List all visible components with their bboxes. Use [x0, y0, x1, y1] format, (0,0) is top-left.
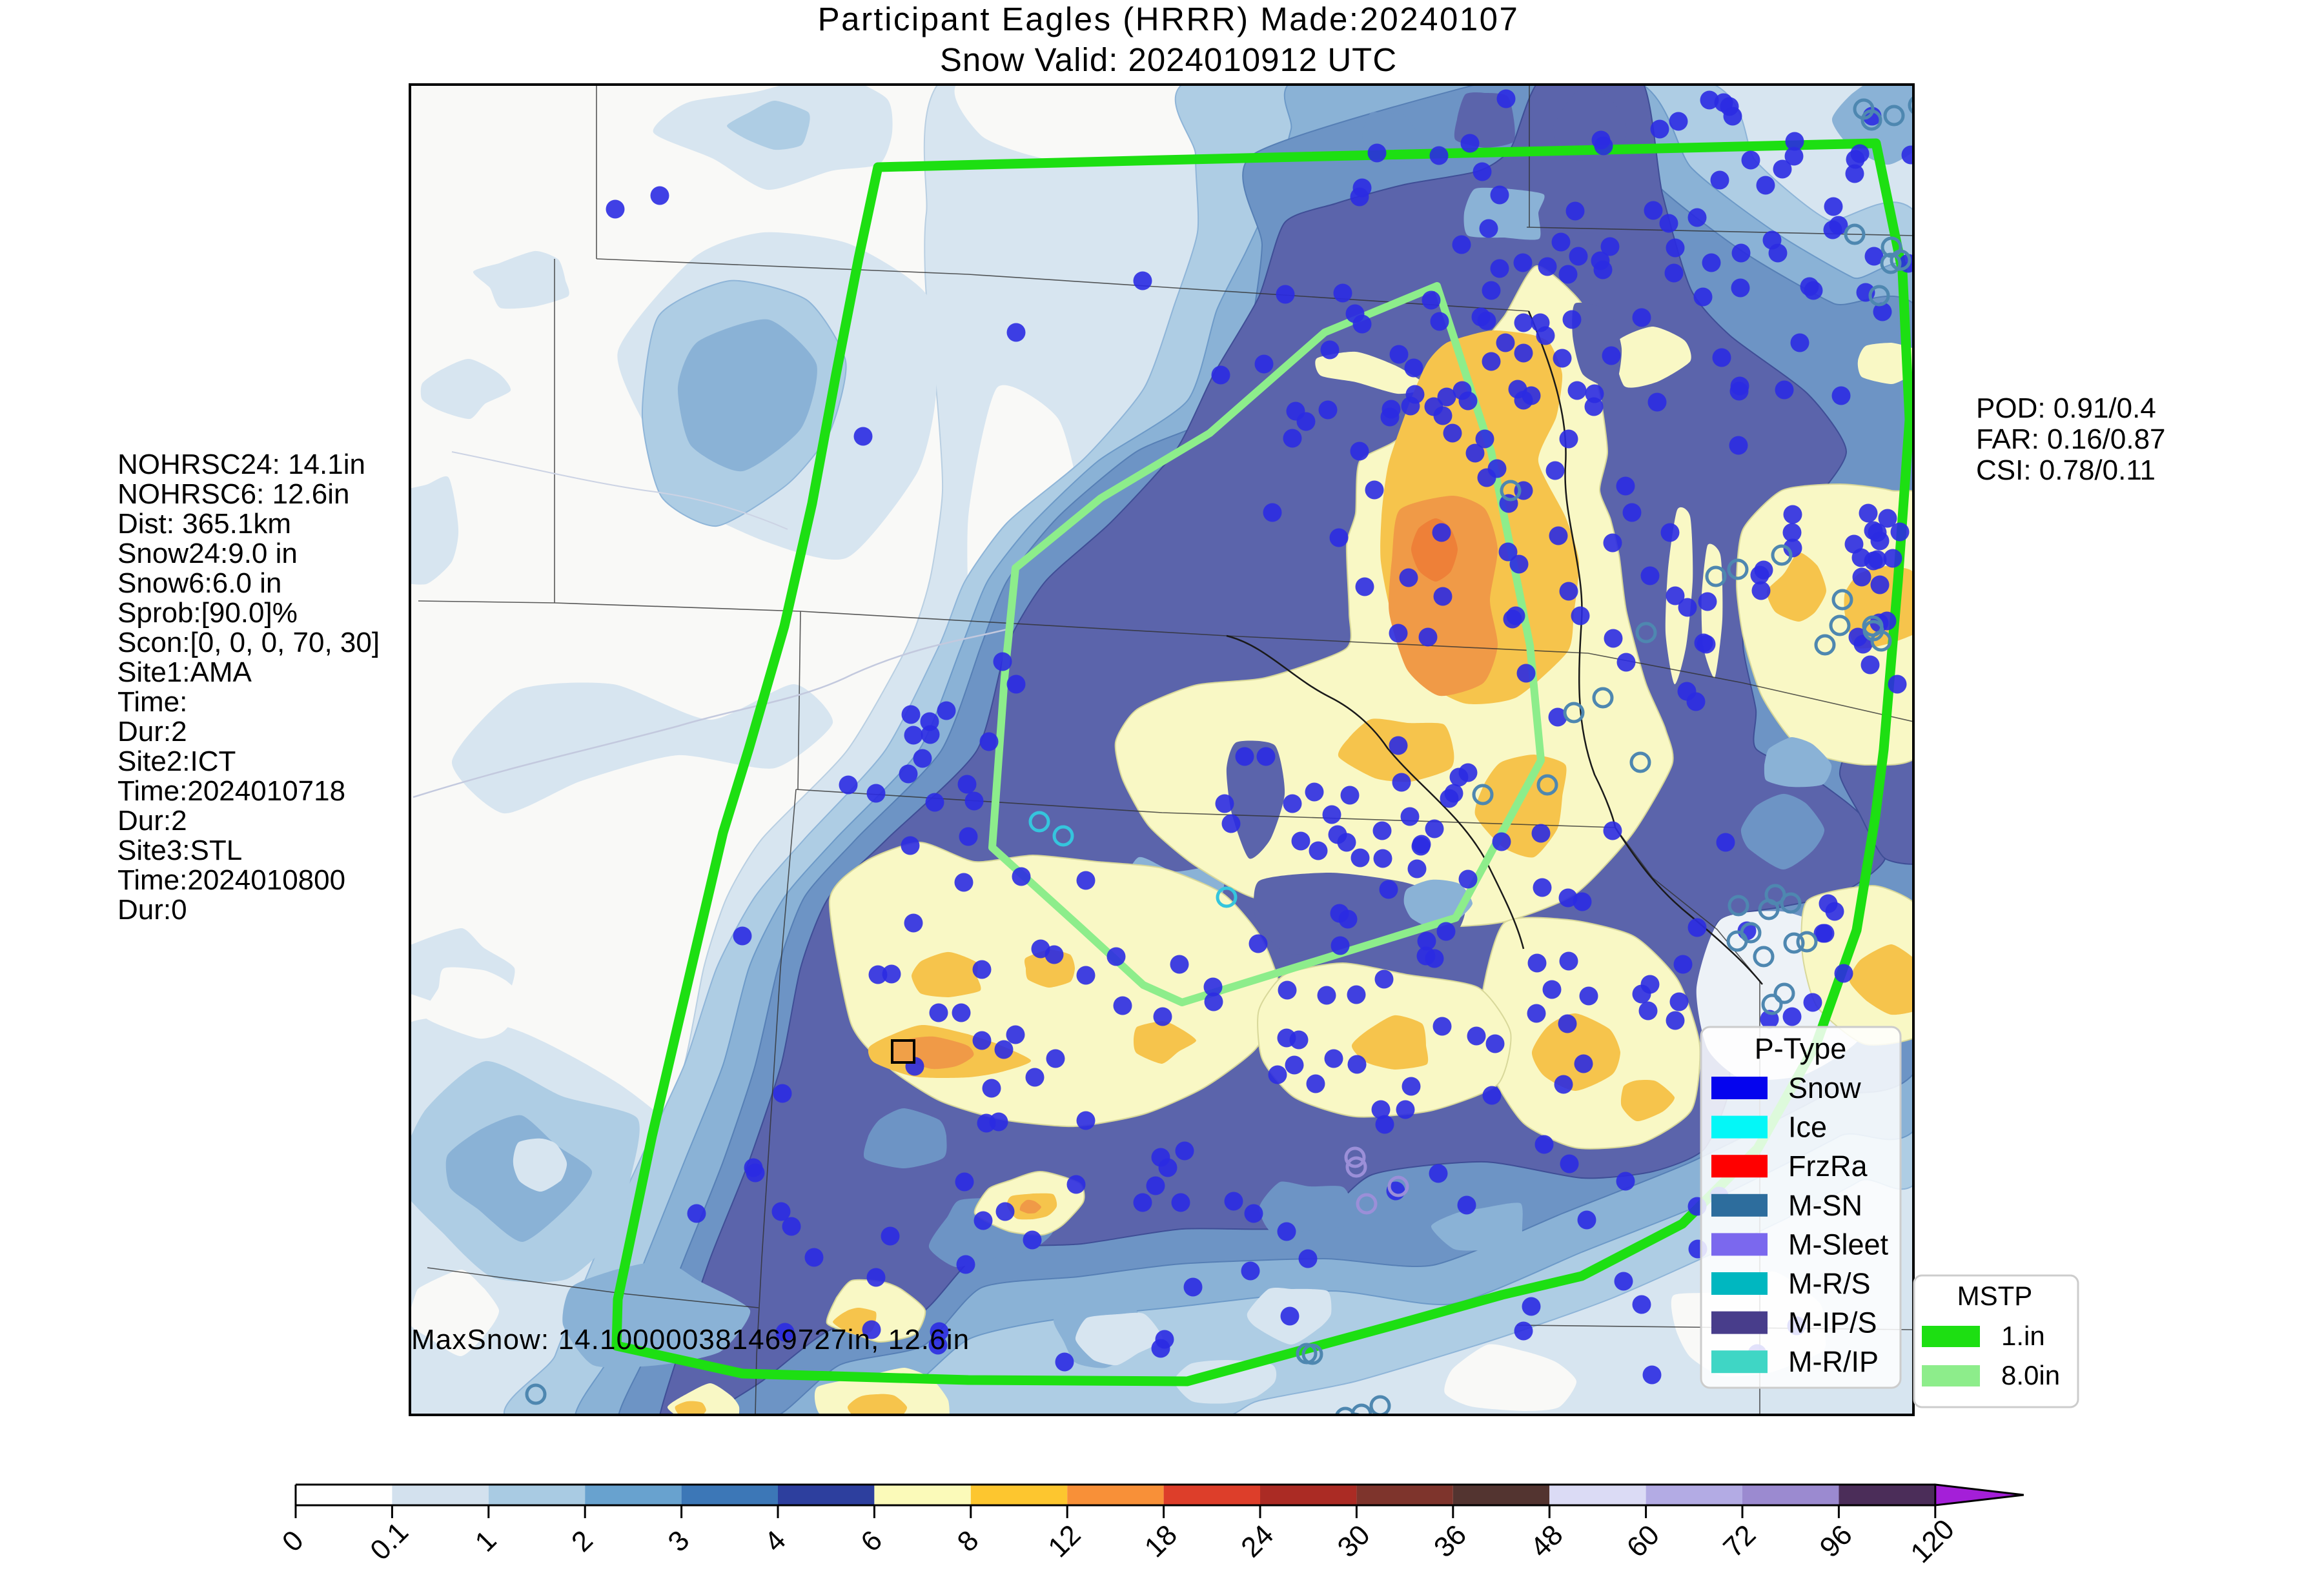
svg-text:M-R/S: M-R/S: [1788, 1267, 1871, 1300]
svg-text:Time:2024010800: Time:2024010800: [117, 864, 345, 896]
svg-text:CSI: 0.78/0.11: CSI: 0.78/0.11: [1976, 454, 2156, 486]
svg-text:8.0in: 8.0in: [2001, 1360, 2060, 1390]
svg-text:MSTP: MSTP: [1957, 1281, 2033, 1311]
svg-text:Ice: Ice: [1788, 1111, 1827, 1144]
svg-text:Snow24:9.0 in: Snow24:9.0 in: [117, 538, 298, 569]
svg-text:Snow: Snow: [1788, 1071, 1861, 1104]
svg-text:Snow Valid: 2024010912 UTC: Snow Valid: 2024010912 UTC: [940, 41, 1397, 78]
svg-text:Time:2024010718: Time:2024010718: [117, 775, 345, 807]
svg-text:Site3:STL: Site3:STL: [117, 835, 242, 866]
svg-text:Scon:[0, 0, 0, 70, 30]: Scon:[0, 0, 0, 70, 30]: [117, 627, 380, 658]
svg-text:M-R/IP: M-R/IP: [1788, 1345, 1879, 1378]
svg-text:Dur:2: Dur:2: [117, 716, 187, 747]
svg-text:Participant Eagles (HRRR) Made: Participant Eagles (HRRR) Made:20240107: [818, 1, 1520, 37]
svg-text:POD: 0.91/0.4: POD: 0.91/0.4: [1976, 392, 2156, 424]
svg-text:1.in: 1.in: [2001, 1321, 2045, 1351]
svg-text:M-Sleet: M-Sleet: [1788, 1228, 1889, 1261]
svg-text:Site2:ICT: Site2:ICT: [117, 746, 236, 777]
svg-text:P-Type: P-Type: [1755, 1032, 1847, 1065]
svg-text:MaxSnow: 14.100000381469727in,: MaxSnow: 14.100000381469727in, 12.6in: [411, 1324, 970, 1356]
svg-text:NOHRSC6: 12.6in: NOHRSC6: 12.6in: [117, 478, 349, 510]
svg-text:FrzRa: FrzRa: [1788, 1150, 1868, 1183]
svg-text:Site1:AMA: Site1:AMA: [117, 656, 252, 688]
svg-text:Dist: 365.1km: Dist: 365.1km: [117, 508, 291, 540]
svg-text:Sprob:[90.0]%: Sprob:[90.0]%: [117, 597, 298, 629]
svg-text:Dur:0: Dur:0: [117, 894, 187, 926]
svg-text:Snow6:6.0 in: Snow6:6.0 in: [117, 567, 281, 599]
svg-text:Dur:2: Dur:2: [117, 805, 187, 837]
svg-text:M-IP/S: M-IP/S: [1788, 1306, 1877, 1339]
svg-text:FAR: 0.16/0.87: FAR: 0.16/0.87: [1976, 423, 2166, 455]
svg-text:NOHRSC24: 14.1in: NOHRSC24: 14.1in: [117, 449, 365, 480]
svg-text:M-SN: M-SN: [1788, 1189, 1862, 1222]
svg-text:Time:: Time:: [117, 686, 187, 718]
